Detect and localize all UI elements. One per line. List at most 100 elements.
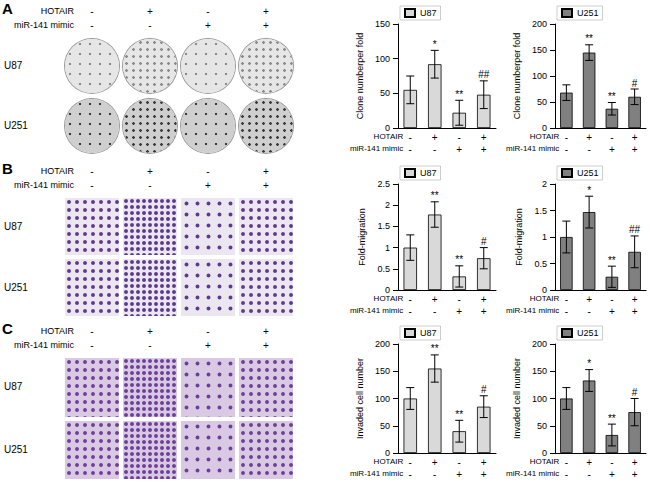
svg-text:+: + [432, 457, 438, 468]
svg-text:**: ** [608, 255, 616, 266]
svg-text:##: ## [629, 224, 641, 235]
svg-text:**: ** [431, 343, 439, 354]
svg-text:-: - [587, 469, 590, 480]
svg-text:0.5: 0.5 [534, 259, 547, 269]
svg-text:+: + [609, 144, 615, 155]
svg-text:0: 0 [542, 285, 547, 295]
svg-text:150: 150 [532, 45, 547, 55]
svg-text:0: 0 [385, 285, 390, 295]
svg-text:U251: U251 [577, 328, 599, 338]
svg-text:#: # [481, 236, 487, 247]
svg-text:50: 50 [380, 421, 390, 431]
svg-text:-: - [565, 469, 568, 480]
svg-text:+: + [456, 144, 462, 155]
svg-text:-: - [409, 469, 412, 480]
svg-text:+: + [586, 132, 592, 143]
svg-text:#: # [481, 384, 487, 395]
svg-text:-: - [565, 132, 568, 143]
svg-text:+: + [632, 469, 638, 480]
svg-text:0: 0 [385, 123, 390, 133]
svg-text:50: 50 [537, 97, 547, 107]
svg-text:*: * [587, 185, 591, 196]
svg-text:200: 200 [375, 339, 390, 349]
svg-text:2.5: 2.5 [377, 179, 390, 189]
svg-text:miR-141 mimic: miR-141 mimic [506, 469, 559, 478]
svg-text:-: - [409, 294, 412, 305]
svg-text:-: - [565, 294, 568, 305]
svg-text:0.5: 0.5 [377, 264, 390, 274]
svg-text:+: + [481, 469, 487, 480]
svg-text:-: - [610, 132, 613, 143]
svg-text:-: - [458, 294, 461, 305]
svg-text:Fold-migration: Fold-migration [514, 208, 524, 266]
svg-text:100: 100 [532, 71, 547, 81]
svg-text:+: + [609, 306, 615, 317]
svg-text:miR-141 mimic: miR-141 mimic [506, 144, 559, 153]
svg-text:miR-141 mimic: miR-141 mimic [350, 469, 403, 478]
svg-text:+: + [632, 294, 638, 305]
svg-text:-: - [587, 306, 590, 317]
svg-text:+: + [481, 306, 487, 317]
svg-text:-: - [458, 457, 461, 468]
svg-text:150: 150 [532, 366, 547, 376]
svg-text:U251: U251 [577, 168, 599, 178]
svg-text:U87: U87 [420, 328, 437, 338]
svg-text:1.5: 1.5 [377, 221, 390, 231]
svg-text:1: 1 [385, 243, 390, 253]
svg-text:**: ** [455, 409, 463, 420]
svg-text:**: ** [608, 413, 616, 424]
svg-text:Invaded cell number: Invaded cell number [512, 358, 522, 439]
svg-text:*: * [587, 358, 591, 369]
svg-text:50: 50 [380, 88, 390, 98]
svg-text:-: - [409, 144, 412, 155]
svg-text:100: 100 [375, 54, 390, 64]
svg-text:**: ** [585, 33, 593, 44]
svg-text:+: + [632, 306, 638, 317]
svg-text:miR-141 mimic: miR-141 mimic [350, 144, 403, 153]
svg-text:#: # [632, 387, 638, 398]
svg-text:Fold-migration: Fold-migration [357, 208, 367, 266]
svg-text:-: - [433, 144, 436, 155]
svg-text:-: - [610, 294, 613, 305]
svg-text:+: + [456, 306, 462, 317]
svg-text:+: + [481, 294, 487, 305]
svg-text:#: # [632, 78, 638, 89]
svg-text:200: 200 [532, 19, 547, 29]
svg-text:+: + [456, 469, 462, 480]
svg-text:1: 1 [542, 232, 547, 242]
svg-text:50: 50 [537, 421, 547, 431]
svg-text:150: 150 [375, 19, 390, 29]
svg-text:+: + [586, 457, 592, 468]
svg-text:-: - [433, 306, 436, 317]
svg-text:100: 100 [532, 394, 547, 404]
svg-text:+: + [632, 457, 638, 468]
svg-text:+: + [432, 132, 438, 143]
svg-text:2: 2 [385, 200, 390, 210]
svg-text:-: - [409, 132, 412, 143]
svg-text:-: - [409, 306, 412, 317]
svg-text:1.5: 1.5 [534, 206, 547, 216]
svg-text:**: ** [431, 190, 439, 201]
svg-text:**: ** [608, 91, 616, 102]
svg-text:150: 150 [375, 366, 390, 376]
svg-text:-: - [587, 144, 590, 155]
svg-text:+: + [632, 132, 638, 143]
svg-text:+: + [481, 457, 487, 468]
svg-text:-: - [610, 457, 613, 468]
svg-text:+: + [632, 144, 638, 155]
svg-text:-: - [565, 306, 568, 317]
svg-text:0: 0 [385, 448, 390, 458]
svg-text:*: * [433, 39, 437, 50]
svg-text:+: + [586, 294, 592, 305]
svg-text:**: ** [455, 254, 463, 265]
svg-text:U87: U87 [420, 168, 437, 178]
svg-text:200: 200 [532, 339, 547, 349]
svg-text:Clone numberper fold: Clone numberper fold [512, 33, 522, 120]
svg-text:-: - [433, 469, 436, 480]
svg-text:-: - [458, 132, 461, 143]
svg-text:U87: U87 [420, 8, 437, 18]
svg-text:0: 0 [542, 448, 547, 458]
svg-text:miR-141 mimic: miR-141 mimic [350, 306, 403, 315]
svg-text:+: + [481, 144, 487, 155]
svg-text:+: + [609, 469, 615, 480]
